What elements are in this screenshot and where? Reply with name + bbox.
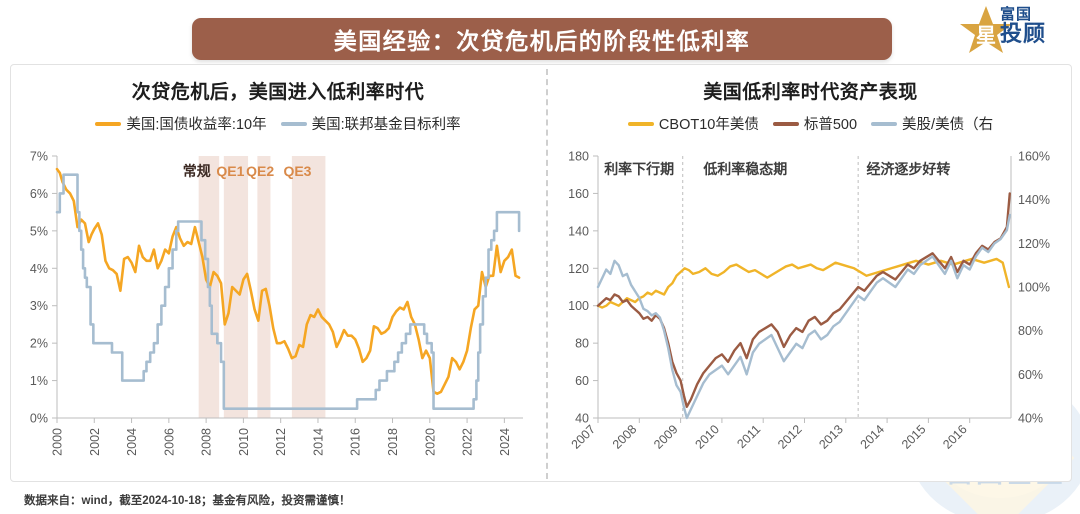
x-tick-label: 2000 <box>51 428 65 456</box>
y-tick-label: 2% <box>30 337 48 351</box>
header-banner: 美国经验：次贷危机后的阶段性低利率 <box>192 18 892 60</box>
x-tick-label: 2020 <box>423 428 437 456</box>
legend-label: 标普500 <box>803 117 858 133</box>
right-chart-container: 美国低利率时代资产表现 CBOT10年美债 标普500 美股/美债（右 40 60 80… <box>548 65 1073 483</box>
y2-tick-label: 40% <box>1018 412 1043 426</box>
line-series <box>55 173 521 410</box>
y-tick-label: 4% <box>30 262 48 276</box>
y2-tick-label: 100% <box>1018 281 1050 295</box>
y-tick-label: 3% <box>30 299 48 313</box>
x-tick-label: 2016 <box>940 422 970 452</box>
chart-annotation: 利率下行期 <box>604 161 674 177</box>
left-chart-title: 次贷危机后，美国进入低利率时代 <box>131 82 425 103</box>
legend-swatch <box>772 121 799 126</box>
qe-shaded-band <box>223 156 249 418</box>
x-tick-label: 2009 <box>651 422 681 452</box>
x-tick-label: 2012 <box>775 422 805 452</box>
charts-panel: 次贷危机后，美国进入低利率时代 美国:国债收益率:10年 美国:联邦基金目标利率 … <box>10 64 1072 482</box>
line-series <box>596 192 1011 408</box>
chart-annotation: 常规 <box>183 163 211 179</box>
star-icon: 星 <box>960 6 1012 53</box>
legend-swatch <box>627 121 654 126</box>
y2-tick-label: 140% <box>1018 193 1050 207</box>
y2-tick-label: 80% <box>1018 324 1043 338</box>
legend-label: 美国:联邦基金目标利率 <box>311 117 461 133</box>
panel-divider <box>546 69 548 479</box>
y-tick-label: 1% <box>30 374 48 388</box>
logo-bottom-text: 投顾 <box>1000 21 1047 46</box>
legend-item: 美国:联邦基金目标利率 <box>280 113 461 134</box>
y-tick-label: 40 <box>575 412 589 426</box>
left-chart-legend: 美国:国债收益率:10年 美国:联邦基金目标利率 <box>11 113 545 134</box>
left-chart-plot: 0% 1% 2% 3% 4% 5% 6% 7% 2000 2002 2004 2006 2008 2010… <box>30 150 523 456</box>
legend-item: CBOT10年美债 <box>627 113 759 134</box>
y2-tick-label: 60% <box>1018 368 1043 382</box>
x-tick-label: 2018 <box>386 428 400 456</box>
x-tick-label: 2024 <box>498 428 512 456</box>
y-tick-label: 160 <box>568 187 589 201</box>
page-title: 美国经验：次贷危机后的阶段性低利率 <box>333 28 751 54</box>
chart-annotation: QE2 <box>246 163 274 179</box>
left-chart-container: 次贷危机后，美国进入低利率时代 美国:国债收益率:10年 美国:联邦基金目标利率 … <box>11 65 545 483</box>
chart-annotation: QE1 <box>216 163 244 179</box>
legend-label: 美股/美债（右 <box>902 117 994 133</box>
x-tick-label: 2007 <box>569 422 599 452</box>
legend-swatch <box>95 121 122 126</box>
footer-note: 数据来自：wind，截至2024-10-18；基金有风险，投资需谨慎！ <box>24 495 351 507</box>
legend-swatch <box>871 121 898 126</box>
y-tick-label: 60 <box>575 374 589 388</box>
legend-label: 美国:国债收益率:10年 <box>126 117 267 133</box>
x-tick-label: 2010 <box>692 422 722 452</box>
legend-label: CBOT10年美债 <box>658 117 759 133</box>
y-tick-label: 80 <box>575 337 589 351</box>
brand-logo: 星 富国 投顾 <box>956 2 1074 62</box>
x-tick-label: 2011 <box>734 422 763 451</box>
line-series <box>55 167 521 395</box>
y-tick-label: 140 <box>568 224 589 238</box>
y2-tick-label: 120% <box>1018 237 1050 251</box>
x-tick-label: 2014 <box>858 422 888 452</box>
legend-item: 美国:国债收益率:10年 <box>95 113 267 134</box>
y-tick-label: 120 <box>568 262 589 276</box>
star-glyph-text: 星 <box>976 24 996 47</box>
y-tick-label: 7% <box>30 150 48 164</box>
y-tick-label: 180 <box>568 150 589 164</box>
line-series <box>596 213 1011 420</box>
line-series <box>596 257 1011 309</box>
y-tick-label: 6% <box>30 187 48 201</box>
x-tick-label: 2010 <box>237 428 251 456</box>
qe-shaded-band <box>257 156 271 418</box>
x-tick-label: 2006 <box>162 428 176 456</box>
y-tick-label: 100 <box>568 299 589 313</box>
x-tick-label: 2016 <box>349 428 363 456</box>
right-chart-legend: CBOT10年美债 标普500 美股/美债（右 <box>548 113 1073 134</box>
right-chart-plot: 40 60 80 100 120 140 160 180 40% 60% 80% 100% 120% 14… <box>568 150 1050 452</box>
chart-annotation: 经济逐步好转 <box>866 161 950 177</box>
qe-shaded-band <box>291 156 326 418</box>
chart-annotation: QE3 <box>283 163 311 179</box>
logo-top-text: 富国 <box>1000 6 1033 23</box>
x-tick-label: 2004 <box>125 428 139 456</box>
x-tick-label: 2002 <box>88 428 102 456</box>
y2-tick-label: 160% <box>1018 150 1050 164</box>
x-tick-label: 2008 <box>200 428 214 456</box>
legend-swatch <box>280 121 307 126</box>
x-tick-label: 2015 <box>899 422 929 452</box>
legend-item: 标普500 <box>772 113 858 134</box>
x-tick-label: 2014 <box>311 428 325 456</box>
x-tick-label: 2012 <box>274 428 288 456</box>
x-tick-label: 2022 <box>461 428 475 456</box>
legend-item: 美股/美债（右 <box>871 113 993 134</box>
x-tick-label: 2013 <box>816 422 846 452</box>
y-tick-label: 0% <box>30 412 48 426</box>
y-tick-label: 5% <box>30 224 48 238</box>
chart-annotation: 低利率稳态期 <box>702 161 787 177</box>
right-chart-title: 美国低利率时代资产表现 <box>703 82 918 103</box>
x-tick-label: 2008 <box>610 422 640 452</box>
